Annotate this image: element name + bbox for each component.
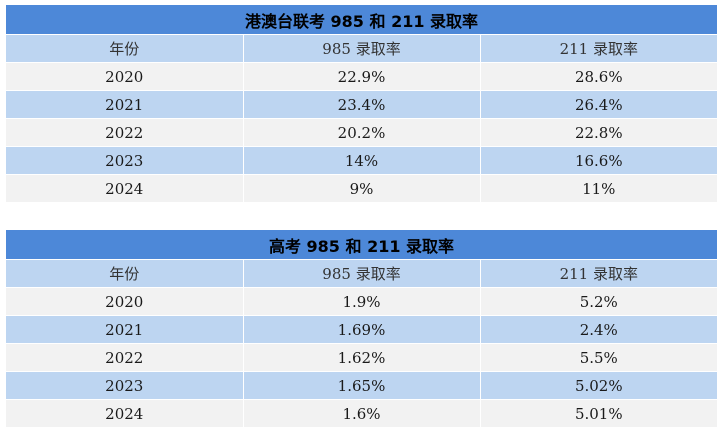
cell-985-rate: 1.65% <box>243 371 481 400</box>
cell-211-rate: 26.4% <box>480 90 718 119</box>
cell-211-rate: 2.4% <box>480 315 718 344</box>
cell-211-rate: 5.5% <box>480 343 718 372</box>
cell-year: 2024 <box>6 174 244 203</box>
table-row: 2020 1.9% 5.2% <box>6 287 718 316</box>
cell-year: 2020 <box>6 287 244 316</box>
table-title: 高考 985 和 211 录取率 <box>6 230 718 260</box>
cell-985-rate: 1.69% <box>243 315 481 344</box>
table-row: 2023 1.65% 5.02% <box>6 371 718 400</box>
cell-211-rate: 5.01% <box>480 399 718 428</box>
table-row: 2022 1.62% 5.5% <box>6 343 718 372</box>
cell-985-rate: 14% <box>243 146 481 175</box>
table-row: 2024 9% 11% <box>6 174 718 203</box>
cell-985-rate: 20.2% <box>243 118 481 147</box>
header-211-rate: 211 录取率 <box>480 34 718 63</box>
cell-year: 2022 <box>6 118 244 147</box>
cell-985-rate: 9% <box>243 174 481 203</box>
cell-985-rate: 1.9% <box>243 287 481 316</box>
cell-985-rate: 1.6% <box>243 399 481 428</box>
cell-year: 2020 <box>6 62 244 91</box>
cell-year: 2023 <box>6 146 244 175</box>
table-header-row: 年份 985 录取率 211 录取率 <box>6 259 718 288</box>
hkmt-admission-table: 港澳台联考 985 和 211 录取率 年份 985 录取率 211 录取率 2… <box>6 5 718 203</box>
cell-year: 2023 <box>6 371 244 400</box>
cell-211-rate: 16.6% <box>480 146 718 175</box>
header-year: 年份 <box>6 259 244 288</box>
table-row: 2022 20.2% 22.8% <box>6 118 718 147</box>
cell-year: 2022 <box>6 343 244 372</box>
cell-211-rate: 11% <box>480 174 718 203</box>
table-title: 港澳台联考 985 和 211 录取率 <box>6 5 718 35</box>
cell-211-rate: 5.02% <box>480 371 718 400</box>
cell-211-rate: 28.6% <box>480 62 718 91</box>
table-header-row: 年份 985 录取率 211 录取率 <box>6 34 718 63</box>
table-row: 2020 22.9% 28.6% <box>6 62 718 91</box>
table-title-row: 高考 985 和 211 录取率 <box>6 230 718 260</box>
header-year: 年份 <box>6 34 244 63</box>
cell-211-rate: 22.8% <box>480 118 718 147</box>
cell-985-rate: 22.9% <box>243 62 481 91</box>
header-985-rate: 985 录取率 <box>243 259 481 288</box>
header-211-rate: 211 录取率 <box>480 259 718 288</box>
gaokao-admission-table: 高考 985 和 211 录取率 年份 985 录取率 211 录取率 2020… <box>6 230 718 428</box>
table-row: 2024 1.6% 5.01% <box>6 399 718 428</box>
cell-211-rate: 5.2% <box>480 287 718 316</box>
header-985-rate: 985 录取率 <box>243 34 481 63</box>
cell-year: 2024 <box>6 399 244 428</box>
cell-985-rate: 1.62% <box>243 343 481 372</box>
table-row: 2023 14% 16.6% <box>6 146 718 175</box>
cell-year: 2021 <box>6 315 244 344</box>
table-row: 2021 1.69% 2.4% <box>6 315 718 344</box>
cell-year: 2021 <box>6 90 244 119</box>
table-title-row: 港澳台联考 985 和 211 录取率 <box>6 5 718 35</box>
table-row: 2021 23.4% 26.4% <box>6 90 718 119</box>
cell-985-rate: 23.4% <box>243 90 481 119</box>
